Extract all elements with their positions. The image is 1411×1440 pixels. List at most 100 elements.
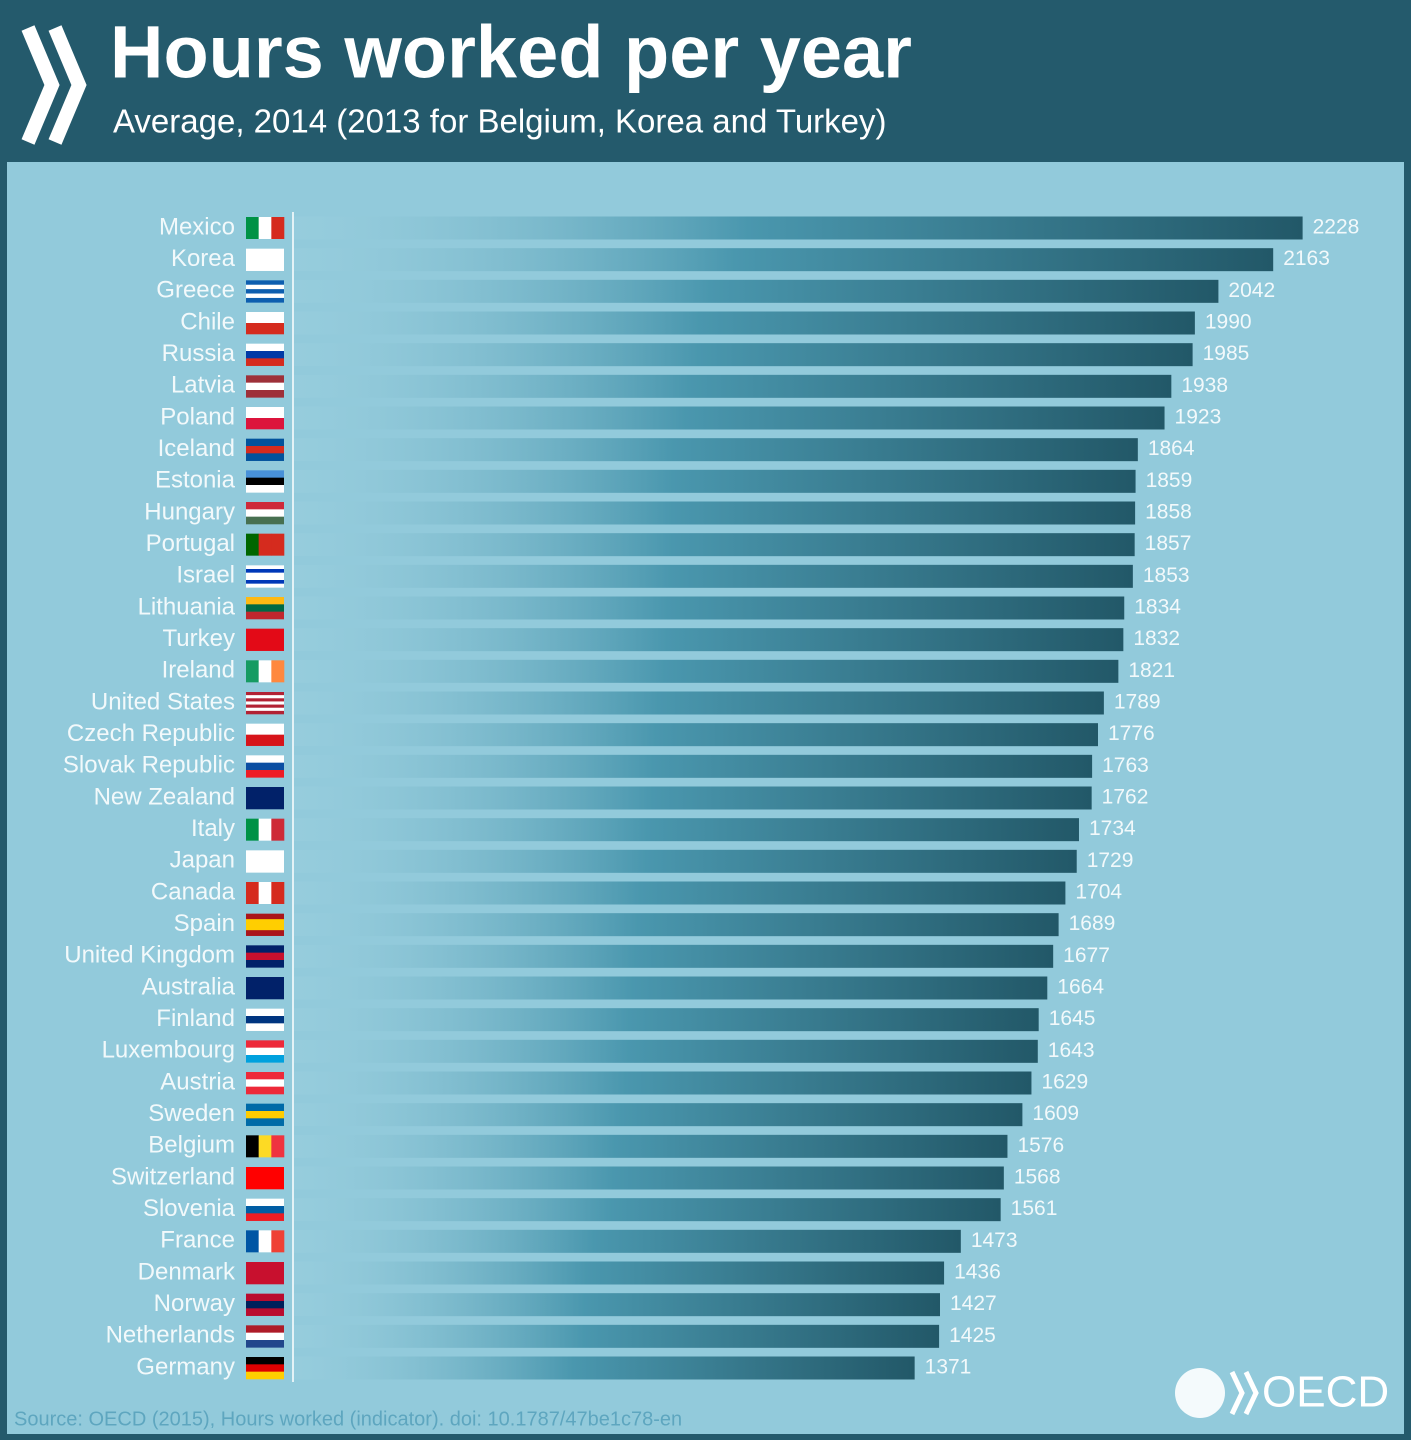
flag-stripe [246,470,284,478]
bar [294,1198,1001,1222]
flag-stripe [246,1198,284,1207]
category-label: Turkey [163,625,235,652]
bar [294,216,1303,240]
logo-chevron [48,25,87,145]
bar [294,818,1079,842]
value-label: 1853 [1143,564,1190,587]
value-label: 1576 [1017,1134,1064,1157]
bar [294,849,1077,873]
flag-stripe [246,1371,284,1380]
category-label: Chile [180,308,235,335]
bar [294,659,1119,683]
flag-stripe [246,1072,284,1080]
logo-chevron [1229,1370,1245,1416]
value-label: 1664 [1057,976,1104,999]
flag-stripe [246,1357,284,1365]
flag-stripe [246,248,284,271]
flag-stripe [246,583,284,588]
flag-stripe [246,945,284,953]
flag-stripe [246,710,284,715]
category-label: Mexico [159,213,235,240]
category-label: Russia [162,340,236,367]
flag-stripe [246,1167,284,1190]
value-label: 1609 [1032,1102,1079,1125]
bar [294,1008,1039,1032]
value-label: 1776 [1108,722,1155,745]
flag-stripe [246,453,284,461]
bar [294,1039,1038,1063]
flag-stripe [246,580,284,584]
value-label: 1734 [1089,817,1136,840]
category-label: Germany [136,1353,235,1380]
category-label: Slovak Republic [63,752,235,779]
value-label: 1832 [1133,627,1180,650]
flag-stripe [246,1040,284,1048]
flag-stripe [246,509,284,517]
flag-stripe [246,919,284,925]
value-label: 1677 [1063,944,1110,967]
bar [294,1261,945,1285]
value-label: 1704 [1075,881,1122,904]
category-label: Luxembourg [102,1037,235,1064]
value-label: 1645 [1049,1007,1096,1030]
category-label: Italy [191,815,235,842]
chart-title: Hours worked per year [110,11,912,94]
bar [294,1324,940,1348]
bar [294,1356,915,1380]
value-label: 1763 [1102,754,1149,777]
flag-stripe [246,375,284,383]
category-label: Spain [174,910,235,937]
flag-stripe [246,1086,284,1095]
flag-stripe [246,1325,284,1333]
category-label: United States [91,688,235,715]
flag-stripe [271,217,285,239]
flag-stripe [246,569,284,573]
category-label: Canada [151,878,236,905]
category-label: Latvia [171,372,236,399]
bar [294,944,1054,968]
flag-stripe [246,343,284,352]
category-label: Israel [176,562,235,589]
flag-stripe [246,418,284,430]
value-label: 1821 [1128,659,1175,682]
flag-stripe [246,485,284,493]
value-label: 1729 [1087,849,1134,872]
flag-stripe [246,707,284,712]
flag-stripe [246,516,284,525]
bar [294,248,1274,272]
flag-stripe [246,1103,284,1112]
value-label: 1938 [1181,374,1228,397]
logo-chevron [1243,1370,1259,1416]
flag-stripe [258,1230,272,1253]
flag-stripe [246,572,284,577]
value-label: 1762 [1102,786,1149,809]
value-label: 1436 [954,1261,1001,1284]
flag-stripe [246,576,284,581]
flag-stripe [246,770,284,778]
flag-stripe [246,960,284,968]
value-label: 1857 [1145,532,1192,555]
bar [294,1293,941,1317]
bar [294,343,1193,367]
category-label: Lithuania [138,593,236,620]
source-note: Source: OECD (2015), Hours worked (indic… [14,1408,682,1430]
category-label: Portugal [146,530,235,557]
bar [294,311,1195,335]
flag-stripe [271,818,285,841]
bar [294,279,1219,303]
bar [294,596,1125,620]
category-label: Poland [160,403,235,430]
category-label: Estonia [155,467,236,494]
flag-stripe [246,289,284,294]
flag-stripe [246,660,259,683]
flag-stripe [246,762,284,771]
value-label: 1473 [971,1229,1018,1252]
bar [294,564,1133,588]
logo-text: OECD [1262,1368,1389,1417]
flag-stripe [246,850,284,873]
flag-stripe [246,704,284,709]
flag-stripe [246,446,284,454]
flag-stripe [271,882,285,904]
